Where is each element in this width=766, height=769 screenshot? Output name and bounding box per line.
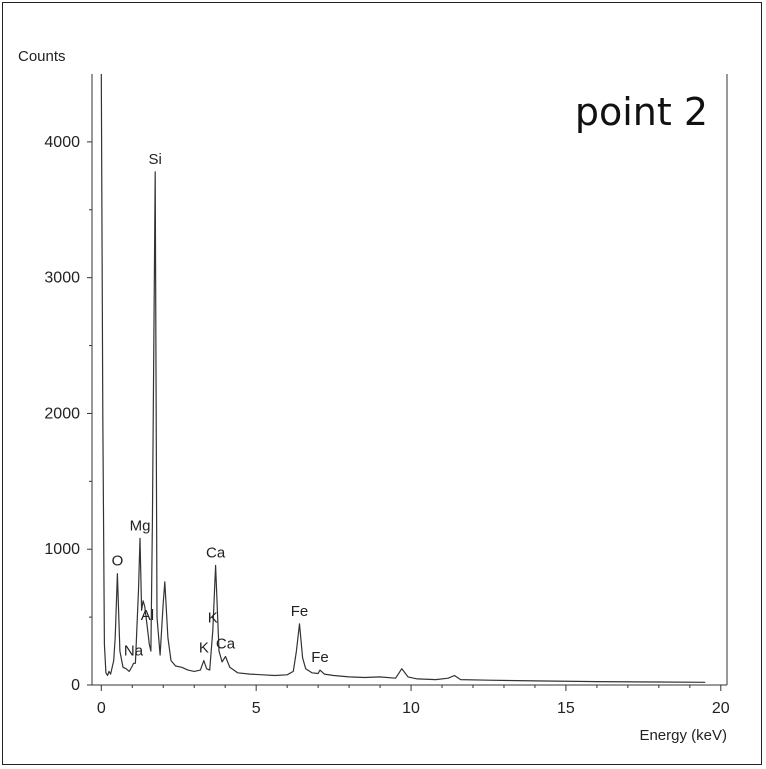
- spectrum-line: [100, 73, 706, 683]
- peak-label-k: K: [208, 610, 218, 627]
- y-tick-label: 2000: [44, 405, 80, 422]
- x-tick-label: 20: [712, 700, 730, 717]
- y-tick-label: 0: [71, 677, 80, 694]
- y-tick-label: 3000: [44, 270, 80, 287]
- y-axis-title: Counts: [18, 48, 66, 65]
- x-tick-label: 15: [557, 700, 575, 717]
- panel-label: point 2: [575, 90, 708, 134]
- y-tick-label: 4000: [44, 134, 80, 151]
- x-tick-label: 10: [402, 700, 420, 717]
- peak-label-ca: Ca: [216, 635, 236, 652]
- peak-label-fe: Fe: [291, 603, 309, 620]
- peak-label-al: Al: [141, 607, 154, 624]
- annotations-group: Si Mg O Al Na Ca Ca KK Fe Fe: [112, 151, 329, 666]
- x-tick-label: 0: [97, 700, 106, 717]
- peak-label-ca: Ca: [206, 545, 226, 562]
- y-tick-label: 1000: [44, 541, 80, 558]
- series-group: [100, 73, 706, 683]
- peak-label-fe: Fe: [311, 649, 329, 666]
- x-axis-title: Energy (keV): [639, 727, 727, 744]
- axes-group: 0 1000 2000 3000 4000 0 5 10 15 20: [44, 74, 730, 717]
- peak-label-k: K: [199, 640, 209, 657]
- peak-label-o: O: [112, 553, 124, 570]
- peak-label-mg: Mg: [130, 517, 151, 534]
- x-tick-label: 5: [252, 700, 261, 717]
- peak-label-si: Si: [149, 151, 162, 168]
- peak-label-na: Na: [124, 642, 144, 659]
